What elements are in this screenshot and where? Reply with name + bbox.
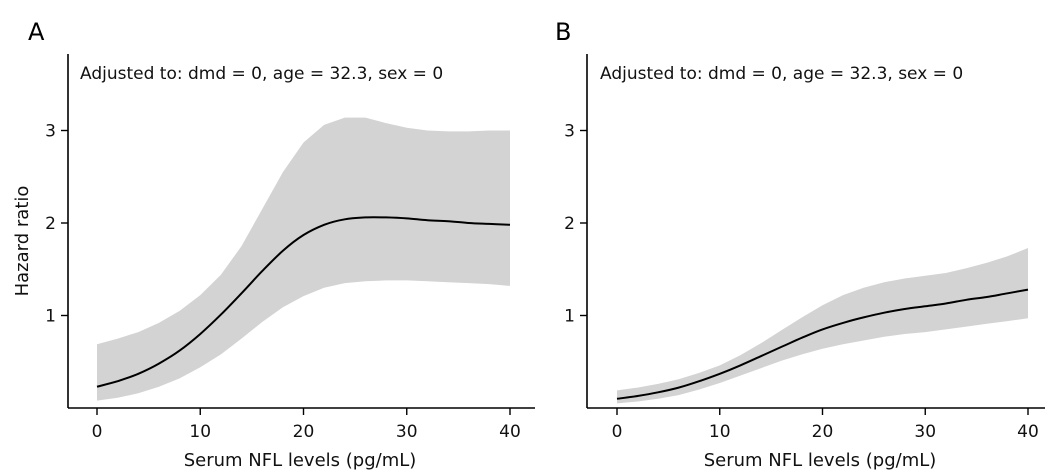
panel-b-x-tick-label: 40 [1017, 422, 1039, 442]
panel-b-x-tick-label: 20 [812, 422, 834, 442]
panel-a-x-tick-label: 20 [293, 422, 315, 442]
panel-a-y-tick-label: 3 [45, 122, 56, 142]
panel-a-hazard-curve [96, 216, 511, 388]
panel-a-adjustment-note: Adjusted to: dmd = 0, age = 32.3, sex = … [80, 64, 443, 84]
panel-a-x-tick-label: 10 [189, 422, 211, 442]
panel-a-y-tick-label: 2 [45, 214, 56, 234]
panel-a: 0 10 20 30 40 1 2 3 A Adjusted to: dmd = 0, age =… [12, 18, 535, 471]
panel-b: 0 10 20 30 40 1 2 3 B Adjusted to: dmd = 0, age =… [555, 18, 1045, 471]
panel-a-y-tick-label: 1 [45, 307, 56, 327]
panel-a-confidence-band [97, 117, 510, 401]
panel-a-x-tick-label: 0 [92, 422, 103, 442]
panel-a-x-axis-title: Serum NFL levels (pg/mL) [184, 450, 417, 471]
panel-a-x-tick-label: 30 [396, 422, 418, 442]
panel-b-y-tick-label: 1 [564, 307, 575, 327]
panel-b-x-tick-label: 30 [914, 422, 936, 442]
panel-b-hazard-curve [616, 288, 1029, 400]
panel-a-label: A [28, 18, 45, 46]
panel-a-x-tick-label: 40 [499, 422, 521, 442]
panel-b-adjustment-note: Adjusted to: dmd = 0, age = 32.3, sex = … [600, 64, 963, 84]
panel-a-y-axis-title: Hazard ratio [12, 186, 33, 297]
panel-b-y-tick-label: 3 [564, 122, 575, 142]
panel-b-x-axis-title: Serum NFL levels (pg/mL) [704, 450, 937, 471]
panel-b-x-tick-label: 0 [612, 422, 623, 442]
panel-b-label: B [555, 18, 571, 46]
panel-b-confidence-band [617, 248, 1028, 404]
panel-b-y-tick-label: 2 [564, 214, 575, 234]
panel-b-x-tick-label: 10 [709, 422, 731, 442]
